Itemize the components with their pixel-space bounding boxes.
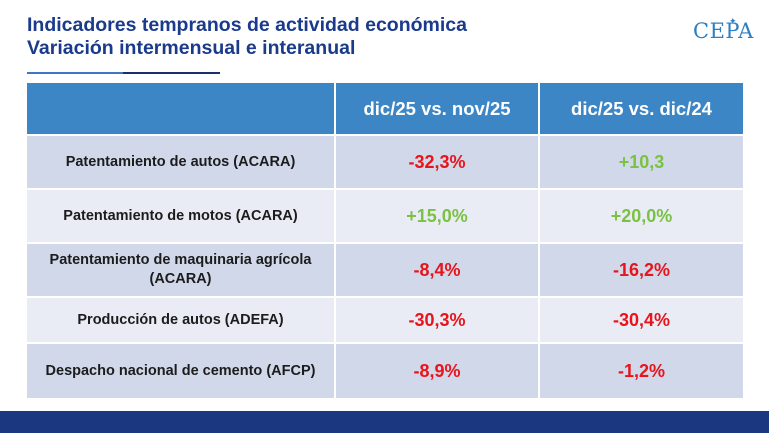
title-underline-dark <box>123 72 220 74</box>
mom-value: -32,3% <box>335 135 540 190</box>
yoy-value: +20,0% <box>539 189 743 244</box>
table-header-row: dic/25 vs. nov/25 dic/25 vs. dic/24 <box>27 83 743 136</box>
yoy-value: -16,2% <box>539 243 743 298</box>
column-header-mom: dic/25 vs. nov/25 <box>335 83 540 136</box>
cepa-logo: CEPA ✦ <box>693 16 753 46</box>
mom-value: -8,4% <box>335 243 540 298</box>
yoy-value: -1,2% <box>539 343 743 400</box>
footer-bar <box>0 411 769 433</box>
mom-value: -8,9% <box>335 343 540 400</box>
indicators-table: dic/25 vs. nov/25 dic/25 vs. dic/24 Pate… <box>27 83 743 400</box>
mom-value: +15,0% <box>335 189 540 244</box>
mom-value: -30,3% <box>335 297 540 344</box>
logo-text: CEPA <box>693 19 754 43</box>
yoy-value: -30,4% <box>539 297 743 344</box>
column-header-indicator <box>27 83 336 136</box>
title-line-2: Variación intermensual e interanual <box>27 37 356 59</box>
row-label: Patentamiento de maquinaria agrícola (AC… <box>27 243 336 298</box>
logo-star-icon: ✦ <box>729 16 737 26</box>
row-label: Despacho nacional de cemento (AFCP) <box>27 343 336 400</box>
table-row: Despacho nacional de cemento (AFCP) -8,9… <box>27 343 743 400</box>
table-row: Patentamiento de autos (ACARA) -32,3% +1… <box>27 135 743 190</box>
row-label: Patentamiento de motos (ACARA) <box>27 189 336 244</box>
row-label: Patentamiento de autos (ACARA) <box>27 135 336 190</box>
table-row: Patentamiento de maquinaria agrícola (AC… <box>27 243 743 298</box>
table-row: Patentamiento de motos (ACARA) +15,0% +2… <box>27 189 743 244</box>
table-row: Producción de autos (ADEFA) -30,3% -30,4… <box>27 297 743 344</box>
yoy-value: +10,3 <box>539 135 743 190</box>
title-line-1: Indicadores tempranos de actividad econó… <box>27 14 467 36</box>
page-title: Indicadores tempranos de actividad econó… <box>27 14 467 60</box>
column-header-yoy: dic/25 vs. dic/24 <box>539 83 743 136</box>
title-underline-light <box>27 72 123 74</box>
row-label: Producción de autos (ADEFA) <box>27 297 336 344</box>
